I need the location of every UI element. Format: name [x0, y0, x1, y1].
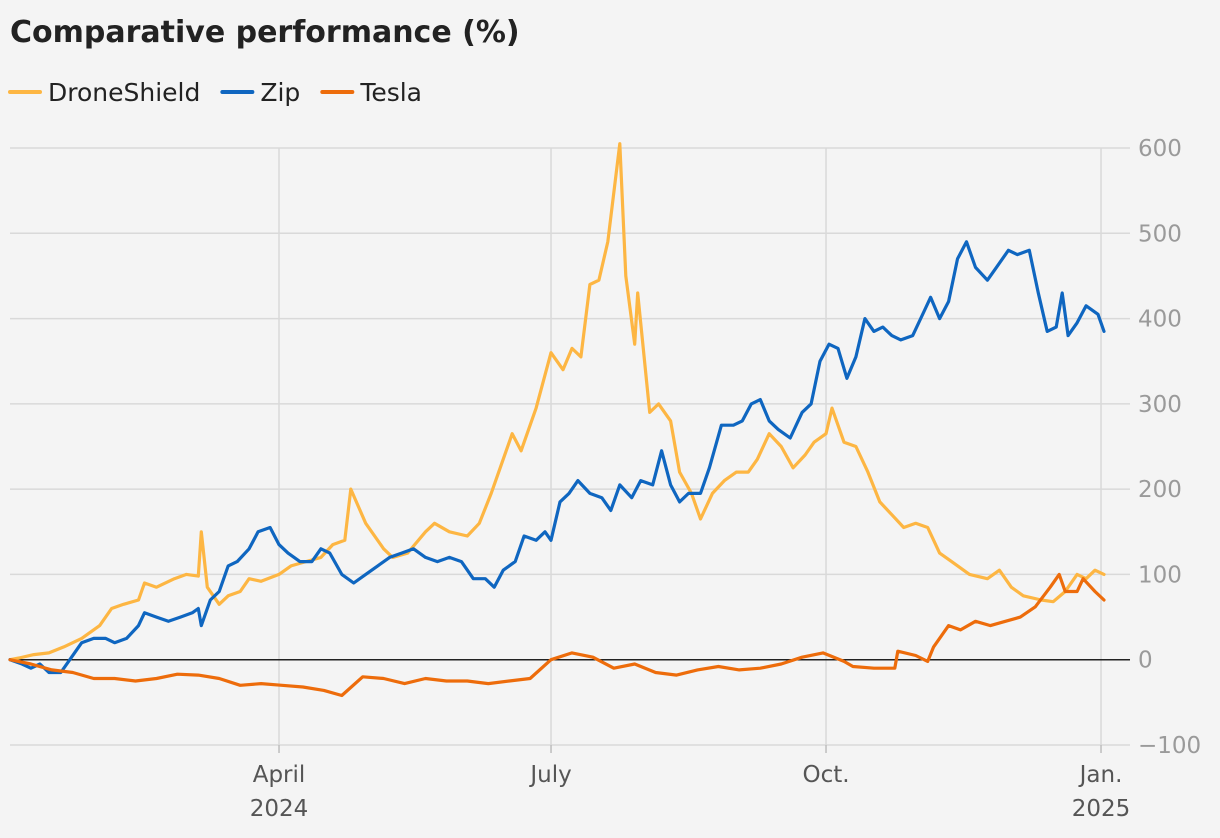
series-line-droneshield — [8, 142, 1106, 662]
gridlines — [10, 147, 1130, 746]
series-line-tesla — [8, 572, 1106, 698]
y-tick-label: 400 — [1138, 307, 1182, 333]
x-tick-label: April — [253, 762, 306, 788]
legend-label: Zip — [260, 78, 300, 107]
y-tick-label: 0 — [1138, 648, 1153, 674]
x-axis: April 2024 July Oct. Jan. 2025 — [250, 745, 1131, 822]
y-axis: 600 500 400 300 200 100 0 −100 — [1138, 136, 1201, 759]
legend-label: Tesla — [359, 78, 422, 107]
chart-title: Comparative performance (%) — [10, 15, 520, 50]
y-tick-label: 100 — [1138, 562, 1182, 588]
y-tick-label: 300 — [1138, 392, 1182, 418]
x-tick-sublabel: 2024 — [250, 796, 309, 822]
x-tick-sublabel: 2025 — [1072, 796, 1131, 822]
series-line-zip — [8, 240, 1106, 675]
y-tick-label: 600 — [1138, 136, 1182, 162]
y-tick-label: −100 — [1138, 733, 1201, 759]
x-tick-label: Oct. — [802, 762, 849, 788]
legend: DroneShield Zip Tesla — [8, 78, 422, 107]
y-tick-label: 200 — [1138, 477, 1182, 503]
legend-label: DroneShield — [48, 78, 200, 107]
x-tick-label: July — [528, 762, 571, 788]
x-tick-label: Jan. — [1078, 762, 1123, 788]
series-lines — [8, 142, 1106, 698]
y-tick-label: 500 — [1138, 221, 1182, 247]
